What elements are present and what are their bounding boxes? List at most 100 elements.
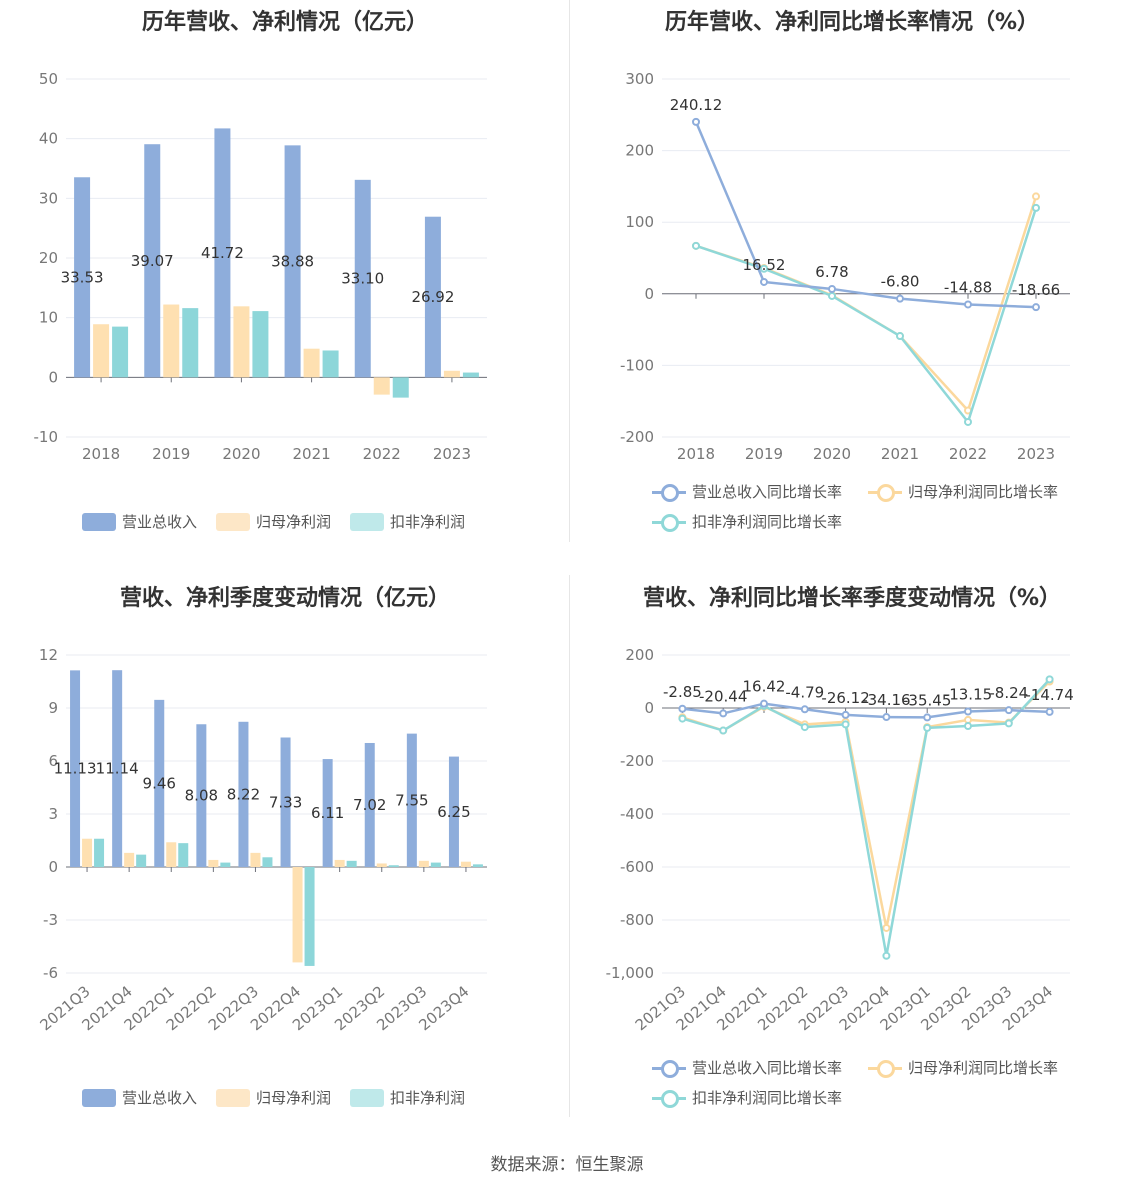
x-tick-label: 2018 bbox=[82, 445, 120, 463]
bar-revenue bbox=[354, 179, 371, 378]
bar-value-label: 6.25 bbox=[437, 803, 470, 821]
legend-item-q-deducted-profit[interactable]: 扣非净利润 bbox=[350, 1087, 465, 1108]
bar-value-label: 39.07 bbox=[131, 252, 174, 270]
bar-revenue bbox=[214, 128, 231, 378]
y-tick-label: 40 bbox=[39, 130, 58, 148]
bar-value-label: 8.22 bbox=[227, 785, 260, 803]
legend-swatch-q-revenue-growth bbox=[652, 1059, 686, 1078]
bar-net-profit bbox=[250, 852, 261, 867]
legend-item-q-net-profit[interactable]: 归母净利润 bbox=[216, 1087, 331, 1108]
point-revenue-growth bbox=[1004, 706, 1013, 715]
y-tick-label: 0 bbox=[48, 368, 58, 386]
bar-value-label: 26.92 bbox=[411, 288, 454, 306]
line-value-label: 6.78 bbox=[815, 263, 848, 281]
bar-net-profit bbox=[93, 324, 110, 378]
chart-title-annual-growth: 历年营收、净利同比增长率情况（%） bbox=[664, 10, 1040, 35]
bar-net-profit bbox=[166, 842, 177, 867]
bar-deducted-profit bbox=[430, 862, 441, 867]
x-tick-label: 2018 bbox=[677, 445, 715, 463]
bar-net-profit bbox=[208, 859, 219, 867]
legend-item-q-revenue-growth[interactable]: 营业总收入同比增长率 bbox=[652, 1057, 842, 1078]
point-deducted-growth bbox=[964, 722, 972, 731]
y-tick-label: 300 bbox=[625, 70, 654, 88]
bar-deducted-profit bbox=[178, 843, 189, 867]
point-net-growth bbox=[882, 923, 891, 932]
bar-revenue bbox=[280, 737, 291, 867]
point-deducted-growth bbox=[1045, 675, 1054, 684]
bar-revenue bbox=[144, 144, 161, 378]
x-tick-label: 2019 bbox=[745, 445, 783, 463]
point-deducted-growth bbox=[800, 723, 809, 732]
y-tick-label: 50 bbox=[39, 70, 58, 88]
bar-revenue bbox=[196, 724, 207, 867]
line-net-growth bbox=[682, 680, 1051, 929]
bar-net-profit bbox=[82, 838, 93, 867]
line-value-label: 16.42 bbox=[743, 678, 786, 696]
bar-revenue bbox=[74, 177, 91, 378]
bar-value-label: 33.53 bbox=[61, 268, 104, 286]
y-tick-label: 30 bbox=[39, 189, 58, 207]
data-source: 数据来源：恒生聚源 bbox=[490, 1155, 644, 1175]
bar-net-profit bbox=[376, 863, 387, 867]
y-tick-label: 0 bbox=[644, 699, 654, 717]
point-deducted-growth bbox=[719, 726, 728, 735]
y-tick-label: -100 bbox=[620, 356, 654, 374]
quarterly-bar-chart: -6-30369122021Q311.132021Q411.142022Q19.… bbox=[36, 646, 487, 1034]
legend-annual-bar: 营业总收入 归母净利润 扣非净利润 bbox=[0, 511, 570, 535]
legend-item-revenue[interactable]: 营业总收入 bbox=[82, 511, 197, 532]
legend-annual-growth: 营业总收入同比增长率 归母净利润同比增长率 扣非净利润同比增长率 bbox=[570, 481, 1134, 537]
legend-item-deducted-profit[interactable]: 扣非净利润 bbox=[350, 511, 465, 532]
x-tick-label: 2023 bbox=[1017, 445, 1055, 463]
y-tick-label: 200 bbox=[625, 646, 654, 664]
bar-net-profit bbox=[303, 348, 320, 378]
x-tick-label: 2021 bbox=[292, 445, 330, 463]
y-tick-label: -200 bbox=[620, 428, 654, 446]
y-tick-label: 20 bbox=[39, 249, 58, 267]
bar-value-label: 9.46 bbox=[143, 774, 176, 792]
legend-label-q-net-profit: 归母净利润 bbox=[256, 1089, 332, 1107]
legend-item-q-net-growth[interactable]: 归母净利润同比增长率 bbox=[868, 1057, 1058, 1078]
point-revenue-growth bbox=[1045, 707, 1054, 716]
legend-item-q-deducted-growth[interactable]: 扣非净利润同比增长率 bbox=[652, 1087, 842, 1108]
point-revenue-growth bbox=[1032, 303, 1040, 312]
bar-net-profit bbox=[233, 306, 250, 378]
line-value-label: -13.15 bbox=[944, 685, 992, 703]
point-revenue-growth bbox=[896, 294, 904, 303]
line-value-label: 240.12 bbox=[670, 96, 723, 114]
line-value-label: -18.66 bbox=[1012, 281, 1060, 299]
bar-net-profit bbox=[443, 370, 460, 378]
bar-revenue bbox=[322, 759, 333, 867]
chart-title-quarterly-growth: 营收、净利同比增长率季度变动情况（%） bbox=[642, 586, 1062, 611]
x-tick-label: 2023 bbox=[433, 445, 471, 463]
x-tick-label: 2019 bbox=[152, 445, 190, 463]
bar-revenue bbox=[284, 145, 301, 378]
bar-net-profit bbox=[460, 861, 471, 867]
point-deducted-growth bbox=[692, 241, 700, 250]
legend-item-q-revenue[interactable]: 营业总收入 bbox=[82, 1087, 197, 1108]
line-value-label: -14.88 bbox=[944, 278, 992, 296]
bar-deducted-profit bbox=[136, 854, 147, 867]
bar-net-profit bbox=[334, 859, 345, 867]
bar-value-label: 33.10 bbox=[341, 270, 384, 288]
point-deducted-growth bbox=[964, 417, 972, 426]
legend-swatch-q-deducted-profit bbox=[350, 1088, 384, 1107]
y-tick-label: 9 bbox=[48, 699, 58, 717]
legend-item-revenue-growth[interactable]: 营业总收入同比增长率 bbox=[652, 481, 842, 502]
point-revenue-growth bbox=[719, 709, 728, 718]
legend-item-deducted-growth[interactable]: 扣非净利润同比增长率 bbox=[652, 511, 842, 532]
vertical-divider-bottom bbox=[569, 575, 570, 1117]
line-value-label: -2.85 bbox=[663, 683, 702, 701]
legend-label-q-deducted-profit: 扣非净利润 bbox=[390, 1089, 466, 1107]
bar-revenue bbox=[154, 699, 165, 867]
line-revenue-growth bbox=[694, 121, 1037, 309]
bar-value-label: 6.11 bbox=[311, 804, 344, 822]
y-tick-label: -6 bbox=[43, 964, 58, 982]
annual-bar-chart: -10 0 10 20 30 40 50 2018 33.53 2019 39.07 2020 41.7… bbox=[34, 70, 487, 463]
legend-item-net-profit[interactable]: 归母净利润 bbox=[216, 511, 331, 532]
line-value-label: -35.45 bbox=[903, 691, 951, 709]
point-revenue-growth bbox=[882, 713, 891, 722]
legend-item-net-growth[interactable]: 归母净利润同比增长率 bbox=[868, 481, 1058, 502]
line-value-label: -20.44 bbox=[699, 687, 747, 705]
legend-swatch-deducted-growth bbox=[652, 513, 686, 532]
x-tick-label: 2020 bbox=[222, 445, 260, 463]
